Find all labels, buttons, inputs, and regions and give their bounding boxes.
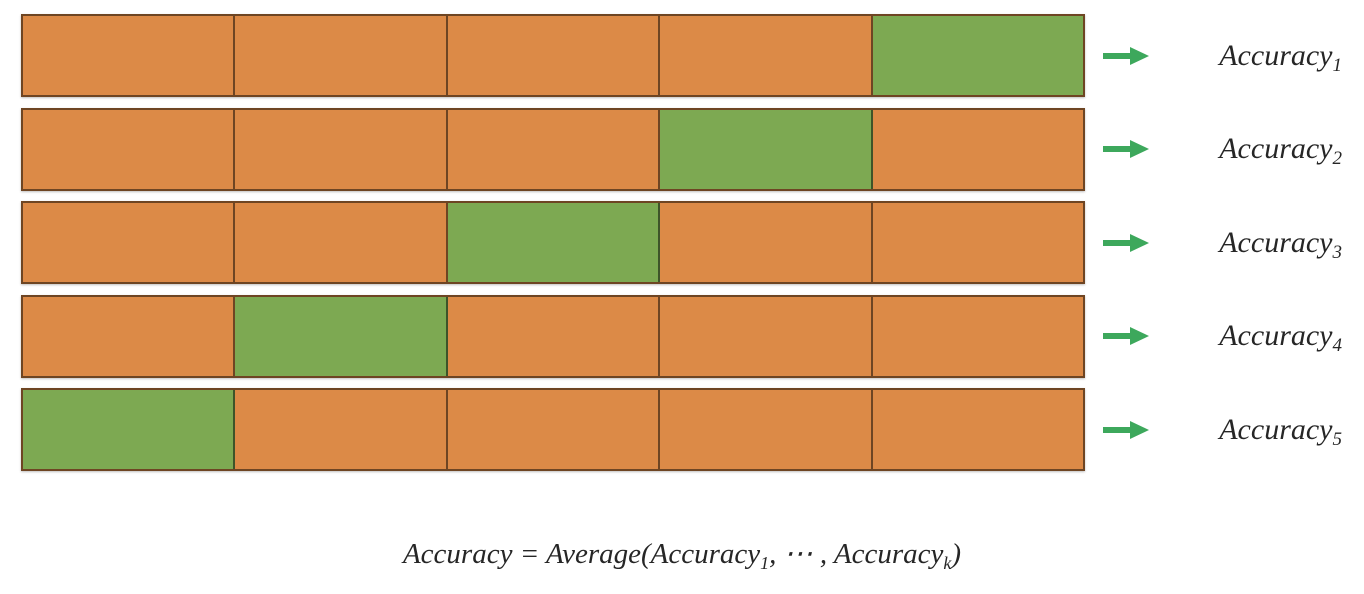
segment-train: [23, 203, 236, 282]
segment-test: [872, 16, 1084, 95]
accuracy-label: Accuracy3: [1149, 225, 1364, 263]
segment-train: [235, 16, 448, 95]
accuracy-label-text: Accuracy: [1219, 412, 1333, 446]
accuracy-label: Accuracy5: [1149, 412, 1364, 450]
segment-train: [235, 203, 448, 282]
accuracy-label-text: Accuracy: [1219, 225, 1333, 259]
segment-train: [660, 16, 873, 95]
right-arrow-icon: [1103, 233, 1149, 252]
segment-test: [660, 109, 873, 189]
segment-train: [235, 109, 448, 189]
accuracy-label-text: Accuracy: [1219, 319, 1333, 352]
segment-train: [660, 296, 873, 376]
segment-test: [23, 390, 236, 469]
fold-row: Accuracy5: [21, 388, 1364, 471]
right-arrow-icon: [1103, 420, 1149, 439]
right-arrow-icon: [1103, 140, 1149, 158]
segment-train: [23, 16, 236, 95]
folds-container: Accuracy1 Accuracy2 Accuracy3 Accuracy4 …: [21, 14, 1364, 471]
segment-test: [235, 296, 448, 376]
segment-train: [447, 390, 661, 469]
segment-train: [447, 296, 661, 376]
segment-train: [447, 16, 661, 95]
segment-train: [235, 390, 448, 469]
right-arrow-icon: [1103, 327, 1149, 345]
segment-train: [23, 296, 236, 376]
formula-text: ): [951, 538, 962, 570]
segment-train: [660, 203, 873, 282]
formula-text: Accuracy = Average(Accuracy: [402, 538, 761, 570]
accuracy-label-text: Accuracy: [1219, 38, 1333, 72]
accuracy-label: Accuracy2: [1149, 132, 1364, 169]
segment-train: [872, 296, 1084, 376]
fold-row: Accuracy2: [21, 107, 1364, 191]
accuracy-label-text: Accuracy: [1219, 132, 1333, 165]
fold-bar: [21, 14, 1085, 97]
accuracy-formula: Accuracy = Average(Accuracy1, ⋯ , Accura…: [0, 536, 1364, 573]
fold-row: Accuracy1: [21, 14, 1364, 97]
accuracy-label-subscript: 3: [1332, 241, 1343, 263]
accuracy-label: Accuracy4: [1149, 319, 1364, 356]
formula-text: , ⋯ , Accuracy: [769, 538, 944, 570]
formula-subscript-k: k: [943, 553, 952, 573]
segment-train: [872, 203, 1084, 282]
accuracy-label-subscript: 5: [1332, 428, 1343, 450]
segment-train: [872, 390, 1084, 469]
fold-bar: [21, 107, 1085, 191]
segment-train: [447, 109, 661, 189]
segment-train: [660, 390, 873, 469]
accuracy-label-subscript: 1: [1332, 54, 1343, 76]
accuracy-label-subscript: 4: [1332, 335, 1343, 356]
fold-bar: [21, 294, 1085, 378]
accuracy-label: Accuracy1: [1149, 38, 1364, 76]
formula-subscript-1: 1: [760, 553, 770, 573]
fold-bar: [21, 201, 1085, 284]
segment-train: [23, 109, 236, 189]
right-arrow-icon: [1103, 46, 1149, 65]
fold-row: Accuracy3: [21, 201, 1364, 284]
fold-bar: [21, 388, 1085, 471]
segment-train: [872, 109, 1084, 189]
accuracy-label-subscript: 2: [1332, 148, 1343, 169]
fold-row: Accuracy4: [21, 294, 1364, 378]
segment-test: [447, 203, 661, 282]
